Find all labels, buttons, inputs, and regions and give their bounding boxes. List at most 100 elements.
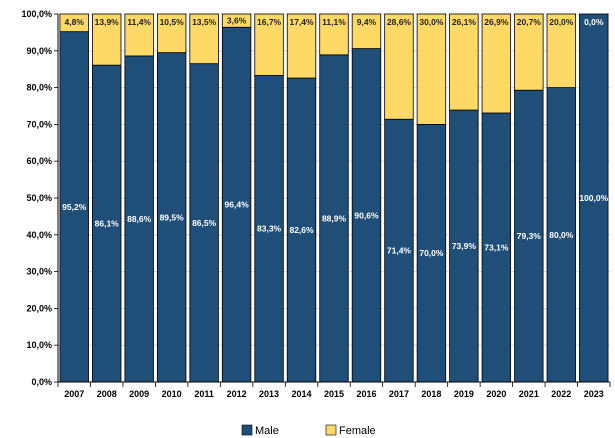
label-female-2012: 3,6% [227,16,247,26]
label-male-2011: 86,5% [192,218,217,228]
bar-male-2023 [579,13,609,383]
bar-male-2022 [546,87,576,383]
bar-female-2018 [416,13,447,125]
bar-female-2017 [384,13,414,120]
x-tick-label: 2014 [292,389,312,399]
label-male-2018: 70,0% [419,248,444,258]
bar-male-2011 [189,63,219,383]
x-axis-ticks: 2007 2008 2009 2010 2011 2012 2013 2014 2015 2016… [57,382,611,399]
x-tick-label: 2008 [97,389,117,399]
bar-male-2012 [221,26,252,383]
label-male-2017: 71,4% [387,246,412,256]
label-female-2008: 13,9% [95,17,120,27]
bar-female-2015 [319,13,349,56]
bar-female-2016 [351,13,382,49]
legend-label-male: Male [255,425,279,437]
x-tick-label: 2017 [389,389,409,399]
x-tick-label: 2021 [519,389,539,399]
label-female-2018: 30,0% [419,17,444,27]
x-tick-label: 2023 [584,389,604,399]
bar-male-2016 [351,48,382,383]
label-female-2014: 17,4% [289,17,314,27]
bar-female-2013 [254,13,284,76]
y-tick-label: 70,0% [26,119,52,129]
x-tick-label: 2020 [486,389,506,399]
bars [59,13,609,383]
label-female-2013: 16,7% [257,17,282,27]
bar-female-2009 [124,13,154,57]
label-female-2017: 28,6% [387,17,412,27]
legend-item-female: Female [325,424,376,437]
label-female-2010: 10,5% [160,17,185,27]
x-tick-label: 2013 [259,389,279,399]
y-tick-label: 80,0% [26,83,52,93]
bar-female-2019 [449,13,479,111]
label-male-2013: 83,3% [257,224,282,234]
y-axis-ticks: 0,0% 10,0% 20,0% 30,0% 40,0% 50,0% 60,0% 70,0% 8… [21,9,58,387]
label-male-2007: 95,2% [62,202,87,212]
x-tick-label: 2007 [64,389,84,399]
x-tick-label: 2010 [162,389,182,399]
bar-female-2022 [546,13,576,88]
y-tick-label: 50,0% [26,193,52,203]
bar-female-2010 [156,13,187,54]
y-tick-label: 30,0% [26,267,52,277]
label-female-2011: 13,5% [192,17,217,27]
label-male-2008: 86,1% [95,219,120,229]
label-male-2022: 80,0% [549,230,574,240]
bar-male-2019 [449,109,479,383]
bar-male-2008 [92,64,122,383]
legend-swatch-male [241,424,253,436]
label-male-2012: 96,4% [225,200,250,210]
label-female-2009: 11,4% [127,17,151,27]
label-female-2021: 20,7% [517,17,542,27]
label-female-2015: 11,1% [322,17,346,27]
label-male-2023: 100,0% [579,193,608,203]
label-female-2007: 4,8% [65,17,85,27]
bar-female-2007 [59,13,89,33]
x-tick-label: 2018 [421,389,441,399]
label-male-2010: 89,5% [160,212,185,222]
label-female-2022: 20,0% [549,17,574,27]
data-labels: 95,2% 4,8% 86,1% 13,9% 88,6% 11,4% 89,5% 10,5% 8… [62,16,608,259]
x-tick-label: 2012 [227,389,247,399]
label-male-2021: 79,3% [517,231,542,241]
y-tick-label: 10,0% [26,340,52,350]
label-male-2020: 73,1% [484,242,509,252]
bar-male-2020 [481,112,512,383]
label-male-2009: 88,6% [127,214,152,224]
bar-male-2018 [416,124,447,383]
x-tick-label: 2011 [194,389,214,399]
bar-male-2021 [514,89,544,383]
label-female-2019: 26,1% [452,17,477,27]
x-tick-label: 2009 [129,389,149,399]
bar-female-2021 [514,13,544,91]
legend-label-female: Female [339,425,376,437]
label-male-2015: 88,9% [322,213,347,223]
legend: Male Female [241,424,376,437]
y-tick-label: 0,0% [31,377,52,387]
label-female-2020: 26,9% [484,17,509,27]
x-tick-label: 2019 [454,389,474,399]
bar-female-2011 [189,13,219,65]
bar-female-2012 [221,13,252,28]
label-female-2023: 0,0% [584,17,604,27]
bar-male-2010 [156,52,187,383]
bar-male-2007 [59,31,89,383]
y-tick-label: 60,0% [26,156,52,166]
bar-male-2014 [286,77,317,383]
label-male-2014: 82,6% [289,225,314,235]
label-male-2019: 73,9% [452,241,477,251]
x-tick-label: 2016 [356,389,376,399]
x-tick-label: 2022 [551,389,571,399]
x-tick-label: 2015 [324,389,344,399]
label-male-2016: 90,6% [354,210,379,220]
y-tick-label: 100,0% [21,9,52,19]
bar-female-2008 [92,13,122,66]
legend-item-male: Male [241,424,279,437]
bar-female-2014 [286,13,317,79]
y-tick-label: 90,0% [26,46,52,56]
label-female-2016: 9,4% [357,17,377,27]
legend-swatch-female [325,424,337,436]
